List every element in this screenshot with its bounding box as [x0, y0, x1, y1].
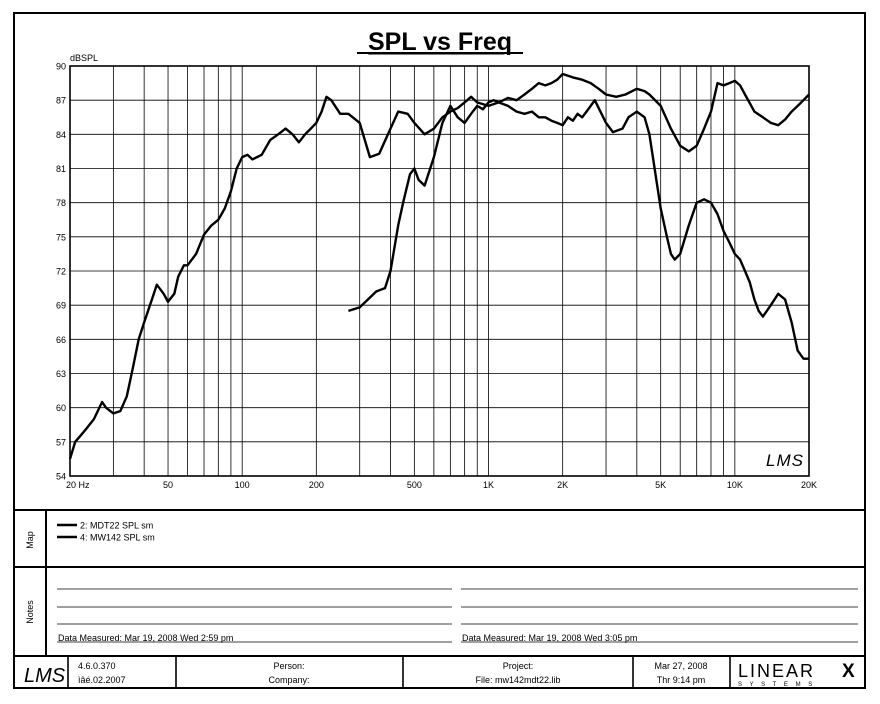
chart-title: SPL vs Freq — [368, 28, 512, 56]
note-left: Data Measured: Mar 19, 2008 Wed 2:59 pm — [58, 633, 233, 643]
y-tick-label: 84 — [56, 130, 66, 140]
person-label: Person: — [273, 661, 304, 671]
notes-lines-right — [461, 588, 858, 643]
footer-logo: LMS — [24, 665, 66, 687]
y-tick-label: 66 — [56, 335, 66, 345]
y-tick-label: 63 — [56, 369, 66, 379]
lms-watermark: LMS — [766, 451, 804, 470]
series-line-2 — [68, 72, 810, 460]
file-label: File: mw142mdt22.lib — [475, 675, 560, 685]
software-version: 4.6.0.370 — [78, 661, 116, 671]
notes-label: Notes — [25, 600, 35, 624]
x-tick-labels: 20 Hz 50 100 200 500 1K 2K 5K 10K 20K — [66, 480, 817, 490]
y-tick-label: 57 — [56, 437, 66, 447]
y-axis-label: dBSPL — [70, 53, 98, 63]
series-lines — [68, 72, 810, 460]
x-tick-label: 20K — [801, 480, 817, 490]
legend-label: 2: MDT22 SPL sm — [80, 521, 153, 531]
brand-subtitle: S Y S T E M S — [738, 682, 815, 688]
y-tick-label: 87 — [56, 96, 66, 106]
note-right: Data Measured: Mar 19, 2008 Wed 3:05 pm — [462, 633, 637, 643]
brand-x: X — [842, 661, 855, 682]
x-tick-label: 2K — [557, 480, 568, 490]
page-border — [13, 12, 866, 689]
y-tick-labels: 90 87 84 81 78 75 72 69 66 63 60 57 54 — [56, 62, 66, 482]
legend: 2: MDT22 SPL sm 4: MW142 SPL sm — [57, 521, 155, 543]
y-tick-label: 81 — [56, 164, 66, 174]
report-date: Mar 27, 2008 — [654, 661, 707, 671]
x-tick-label: 500 — [407, 480, 422, 490]
y-tick-label: 60 — [56, 403, 66, 413]
x-tick-label: 20 Hz — [66, 480, 90, 490]
x-tick-label: 5K — [655, 480, 666, 490]
x-tick-label: 100 — [235, 480, 250, 490]
report-time: Thr 9:14 pm — [657, 675, 706, 685]
x-tick-label: 50 — [163, 480, 173, 490]
notes-lines-left — [57, 588, 452, 643]
y-tick-label: 69 — [56, 301, 66, 311]
y-tick-label: 75 — [56, 232, 66, 242]
project-label: Project: — [503, 661, 534, 671]
x-tick-label: 1K — [483, 480, 494, 490]
y-tick-label: 90 — [56, 62, 66, 72]
series-line-1 — [348, 98, 809, 360]
software-date: ìâé.02.2007 — [78, 675, 126, 685]
company-label: Company: — [268, 675, 309, 685]
map-label: Map — [25, 531, 35, 549]
legend-label: 4: MW142 SPL sm — [80, 533, 155, 543]
brand-name: LINEAR — [738, 661, 815, 681]
x-tick-label: 10K — [727, 480, 743, 490]
plot-border — [69, 65, 810, 477]
y-tick-label: 72 — [56, 267, 66, 277]
y-tick-label: 78 — [56, 198, 66, 208]
y-tick-label: 54 — [56, 472, 66, 482]
x-tick-label: 200 — [309, 480, 324, 490]
